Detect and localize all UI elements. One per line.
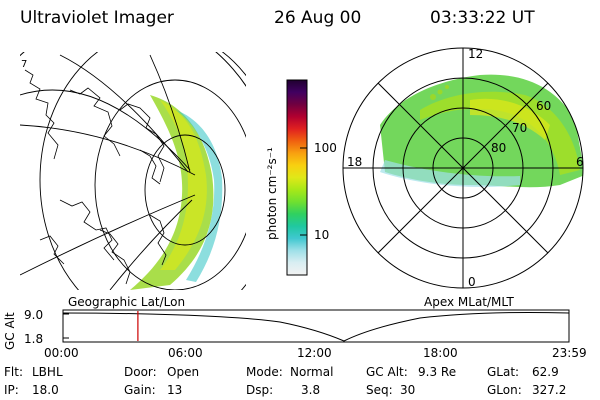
time-tick-1800: 18:00	[423, 346, 458, 360]
door-key: Door:	[124, 365, 157, 379]
instrument-title: Ultraviolet Imager	[20, 8, 174, 28]
polar-panel-caption: Apex MLat/MLT	[424, 295, 514, 309]
gc-alt-value: 9.3 Re	[418, 365, 457, 379]
altitude-ylabel: GC Alt	[3, 312, 17, 350]
filter-key: Flt:	[4, 365, 23, 379]
geo-panel-caption: Geographic Lat/Lon	[68, 295, 186, 309]
door-value: Open	[167, 365, 200, 379]
mode-key: Mode:	[246, 365, 283, 379]
colorbar	[286, 79, 308, 276]
observation-time: 03:33:22 UT	[430, 8, 535, 28]
ip-value: 18.0	[32, 383, 59, 397]
time-tick-0000: 00:00	[44, 346, 79, 360]
geographic-image	[20, 52, 246, 290]
mlt-label-0: 0	[468, 275, 476, 289]
filter-value: LBHL	[32, 365, 63, 379]
colorbar-tick-100: 100	[314, 141, 337, 155]
gain-value: 13	[167, 383, 183, 397]
polar-image: 12 18 6 0 60 70 80	[342, 47, 584, 289]
altitude-ytick-min: 1.8	[24, 332, 44, 346]
glon-value: 327.2	[532, 383, 567, 397]
time-tick-2359: 23:59	[552, 346, 587, 360]
mlat-label-70: 70	[512, 121, 527, 135]
seq-value: 30	[400, 383, 416, 397]
altitude-plot	[62, 309, 570, 343]
dsp-value: 3.8	[301, 383, 321, 397]
mlt-label-6: 6	[576, 155, 584, 169]
ip-key: IP:	[4, 383, 19, 397]
colorbar-unit-label: photon cm⁻²s⁻¹	[265, 147, 279, 240]
glat-key: GLat:	[487, 365, 520, 379]
gain-key: Gain:	[124, 383, 156, 397]
mlt-label-12: 12	[468, 47, 483, 61]
gc-alt-key: GC Alt:	[366, 365, 408, 379]
time-tick-1200: 12:00	[297, 346, 332, 360]
mlat-label-60: 60	[536, 99, 551, 113]
glat-value: 62.9	[532, 365, 559, 379]
dsp-key: Dsp:	[246, 383, 274, 397]
geo-corner-text: 7	[21, 59, 27, 70]
altitude-ytick-max: 9.0	[24, 308, 44, 322]
glon-key: GLon:	[487, 383, 522, 397]
altitude-curve	[62, 312, 570, 342]
mlat-label-80: 80	[491, 141, 506, 155]
time-tick-0600: 06:00	[168, 346, 203, 360]
colorbar-tick-10: 10	[314, 228, 330, 242]
seq-key: Seq:	[366, 383, 393, 397]
mode-value: Normal	[290, 365, 334, 379]
observation-date: 26 Aug 00	[274, 8, 362, 28]
mlt-label-18: 18	[347, 155, 362, 169]
